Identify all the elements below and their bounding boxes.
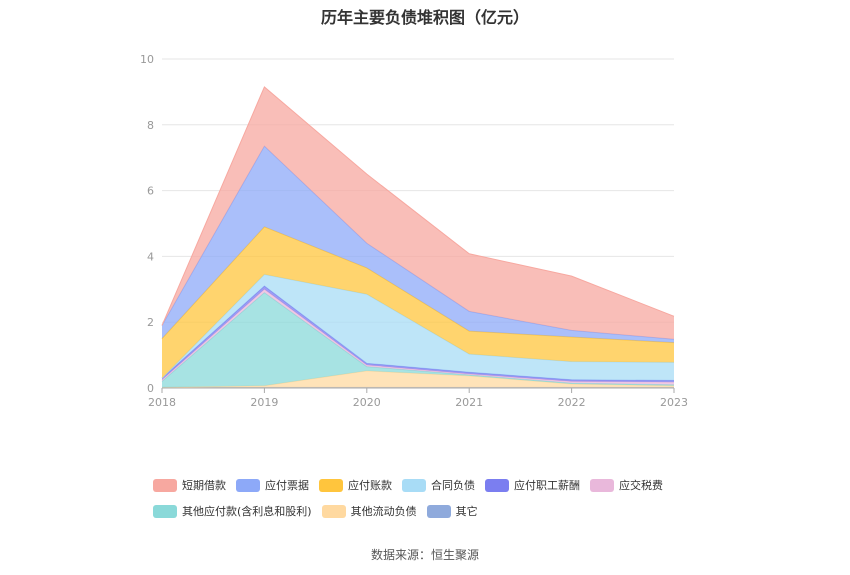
legend-label: 其它 [455,505,478,518]
legend-label: 其他流动负债 [350,505,417,518]
x-tick-label: 2018 [148,396,176,409]
y-tick-label: 4 [147,250,154,263]
legend-label: 其他应付款(含利息和股利) [182,505,312,518]
legend-label: 应付账款 [348,479,392,492]
legend-swatch [485,478,509,492]
x-tick-label: 2019 [250,396,278,409]
area-series-line-8 [161,86,675,326]
y-tick-label: 10 [140,53,154,66]
area-series-8 [162,86,674,340]
legend-item[interactable]: 其他流动负债 [321,503,417,519]
legend-item[interactable]: 应付职工薪酬 [485,477,580,493]
x-tick-label: 2021 [455,396,483,409]
legend-item[interactable]: 其它 [426,503,478,519]
y-tick-label: 8 [147,119,154,132]
axes: 0 2 4 6 8 10 2018 2019 2020 2021 2022 2023 [140,53,688,409]
legend-label: 短期借款 [182,479,226,492]
y-tick-label: 2 [147,316,154,329]
stacked-area-chart: 0 2 4 6 8 10 2018 2019 2020 2021 2022 2023 [140,53,688,409]
legend-label: 合同负债 [431,479,475,492]
legend-label: 应付职工薪酬 [514,479,580,492]
area-series-5 [162,274,674,381]
legend-item[interactable]: 合同负债 [402,477,475,493]
x-tick-label: 2023 [660,396,688,409]
area-series-1 [162,370,674,388]
legend-swatch [402,478,426,492]
area-series [161,86,675,388]
legend-swatch [426,504,451,518]
legend-label: 应交税费 [619,479,663,492]
legend-row: 其他应付款(含利息和股利) 其他流动负债 其它 [153,498,723,524]
legend: 短期借款 应付票据 应付账款 合同负债 应付职工薪酬 应交税费 其他应付款(含利息和股利) 其… [153,472,723,524]
legend-item[interactable]: 应付账款 [319,477,392,493]
y-tick-label: 6 [147,185,154,198]
legend-item[interactable]: 应付票据 [236,477,309,493]
legend-swatch [319,478,343,492]
legend-item[interactable]: 短期借款 [153,477,226,493]
x-tick-label: 2022 [558,396,586,409]
legend-swatch [321,504,346,518]
legend-swatch [153,504,177,518]
area-series-6 [162,226,674,379]
data-source: 数据来源：恒生聚源 [370,548,479,562]
area-series-2 [162,292,674,388]
legend-item[interactable]: 其他应付款(含利息和股利) [153,503,312,519]
legend-swatch [153,478,177,492]
x-tick-label: 2020 [353,396,381,409]
area-series-7 [162,146,674,343]
legend-item[interactable]: 应交税费 [590,477,663,493]
legend-swatch [590,478,614,492]
y-tick-label: 0 [147,382,154,395]
legend-row: 短期借款 应付票据 应付账款 合同负债 应付职工薪酬 应交税费 [153,472,723,498]
chart-title: 历年主要负债堆积图（亿元） [320,8,529,27]
legend-label: 应付票据 [265,479,309,492]
legend-swatch [236,478,260,492]
